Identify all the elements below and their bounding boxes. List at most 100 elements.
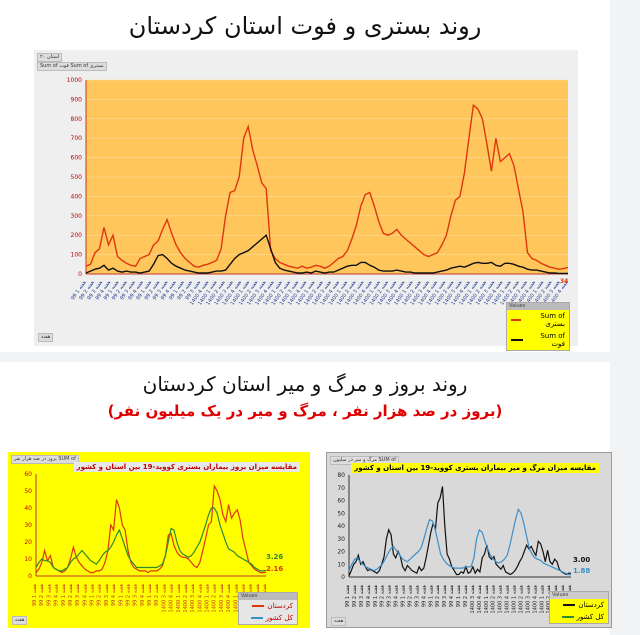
week-axis-button[interactable]: هفته [38,333,54,342]
svg-text:هفته 1 99: هفته 1 99 [32,584,38,606]
legend-swatch [511,339,523,341]
svg-text:هفته 4 99: هفته 4 99 [366,585,372,607]
legend-item-deaths: Sum of فوت [507,330,569,350]
svg-text:300: 300 [71,213,83,220]
svg-text:هفته 4 99: هفته 4 99 [140,584,146,606]
legend-swatch [563,604,576,606]
svg-text:700: 700 [71,135,83,142]
svg-text:هفته 2 1400: هفته 2 1400 [212,584,218,613]
svg-text:هفته 1 1400: هفته 1 1400 [176,584,182,613]
svg-text:هفته 4 99: هفته 4 99 [421,585,427,607]
svg-text:هفته 4 1400: هفته 4 1400 [197,584,203,613]
svg-text:20: 20 [24,539,32,546]
svg-text:هفته 2 99: هفته 2 99 [352,585,358,607]
svg-text:20: 20 [337,549,345,556]
legend-label: کل کشور [265,614,293,622]
legend-label: Sum of فوت [540,332,565,348]
svg-text:هفته 1 99: هفته 1 99 [90,584,96,606]
svg-text:80: 80 [337,472,345,479]
svg-text:60: 60 [24,471,32,478]
svg-text:هفته 1 1400: هفته 1 1400 [233,584,239,613]
svg-text:900: 900 [71,96,83,103]
svg-text:100: 100 [71,252,83,259]
svg-text:30: 30 [337,536,345,543]
end-label-country: 1.88 [573,567,591,575]
svg-text:800: 800 [71,116,83,123]
svg-text:10: 10 [24,556,32,563]
mortality-comparison-chart: مرگ و میر در میلیون SUM of مقایسه میزان … [326,452,612,628]
legend-swatch [252,605,265,607]
filter-button[interactable]: بروز در صد هزار نفر SUM of [11,455,79,464]
svg-text:هفته 3 1400: هفته 3 1400 [470,585,476,614]
svg-text:هفته 4 99: هفته 4 99 [449,585,455,607]
svg-text:هفته 4 1400: هفته 4 1400 [226,584,232,613]
legend-header: Values [507,303,569,310]
svg-text:هفته 2 99: هفته 2 99 [125,584,131,606]
svg-text:0: 0 [78,271,82,278]
end-label-province: 3.00 [573,556,591,564]
svg-text:هفته 3 1400: هفته 3 1400 [219,584,225,613]
svg-text:هفته 4 1400: هفته 4 1400 [477,585,483,614]
svg-text:هفته 3 99: هفته 3 99 [442,585,448,607]
svg-text:هفته 4 99: هفته 4 99 [54,584,60,606]
filter-button-province[interactable]: استان ۲۰ [37,53,63,62]
svg-text:40: 40 [24,505,32,512]
week-axis-button[interactable]: هفته [12,616,28,625]
svg-text:هفته 1 99: هفته 1 99 [456,585,462,607]
legend-item-province: کردستان [550,599,608,611]
svg-text:10: 10 [337,561,345,568]
svg-text:هفته 2 99: هفته 2 99 [463,585,469,607]
svg-text:هفته 1 99: هفته 1 99 [373,585,379,607]
svg-text:هفته 3 99: هفته 3 99 [133,584,139,606]
svg-text:هفته 4 1400: هفته 4 1400 [505,585,511,614]
svg-text:هفته 3 1400: هفته 3 1400 [190,584,196,613]
svg-text:70: 70 [337,485,345,492]
hospitalization-death-chart: استان ۲۰ Sum of فوت Sum of بستری 0 100 200… [34,50,578,351]
svg-text:هفته 2 1400: هفته 2 1400 [183,584,189,613]
svg-text:هفته 1 1400: هفته 1 1400 [484,585,490,614]
incidence-comparison-chart: بروز در صد هزار نفر SUM of مقایسه میزان … [8,452,310,628]
svg-text:1000: 1000 [67,77,82,84]
svg-text:هفته 2 1400: هفته 2 1400 [491,585,497,614]
svg-text:50: 50 [24,488,32,495]
svg-text:40: 40 [337,523,345,530]
svg-text:هفته 3 99: هفته 3 99 [387,585,393,607]
svg-text:0: 0 [28,573,32,580]
week-axis-button[interactable]: هفته [331,617,347,626]
svg-text:400: 400 [71,193,83,200]
legend-swatch [511,319,522,321]
legend-label: کردستان [578,601,604,609]
legend-item-country: کل کشور [550,611,608,623]
svg-text:هفته 3 99: هفته 3 99 [75,584,81,606]
legend-label: کل کشور [576,613,604,621]
svg-text:هفته 2 99: هفته 2 99 [154,584,160,606]
svg-text:هفته 1 99: هفته 1 99 [345,585,351,607]
svg-text:هفته 1 99: هفته 1 99 [118,584,124,606]
svg-text:هفته 3 99: هفته 3 99 [46,584,52,606]
filter-button-values[interactable]: Sum of فوت Sum of بستری [37,62,107,71]
end-label-hospitalized: 34 [560,278,569,285]
svg-text:30: 30 [24,522,32,529]
svg-text:هفته 1 1400: هفته 1 1400 [205,584,211,613]
svg-text:200: 200 [71,232,83,239]
svg-text:500: 500 [71,174,83,181]
page-title: روند بستری و فوت استان کردستان [128,12,482,40]
svg-text:هفته 3 99: هفته 3 99 [414,585,420,607]
end-label-country: 3.26 [266,553,284,561]
legend-item-country: کل کشور [239,612,297,624]
svg-text:هفته 2 99: هفته 2 99 [380,585,386,607]
section-title: روند بروز و مرگ و میر استان کردستان [142,372,468,396]
svg-text:هفته 2 99: هفته 2 99 [407,585,413,607]
legend-item-province: کردستان [239,600,297,612]
legend-swatch [250,617,263,619]
svg-text:هفته 1 1400: هفته 1 1400 [539,585,545,614]
legend-header: Values [239,593,297,600]
svg-text:60: 60 [337,498,345,505]
svg-text:هفته 3 99: هفته 3 99 [104,584,110,606]
legend-swatch [561,616,574,618]
svg-text:هفته 1 99: هفته 1 99 [61,584,67,606]
svg-text:هفته 2 1400: هفته 2 1400 [518,585,524,614]
svg-text:هفته 3 1400: هفته 3 1400 [161,584,167,613]
